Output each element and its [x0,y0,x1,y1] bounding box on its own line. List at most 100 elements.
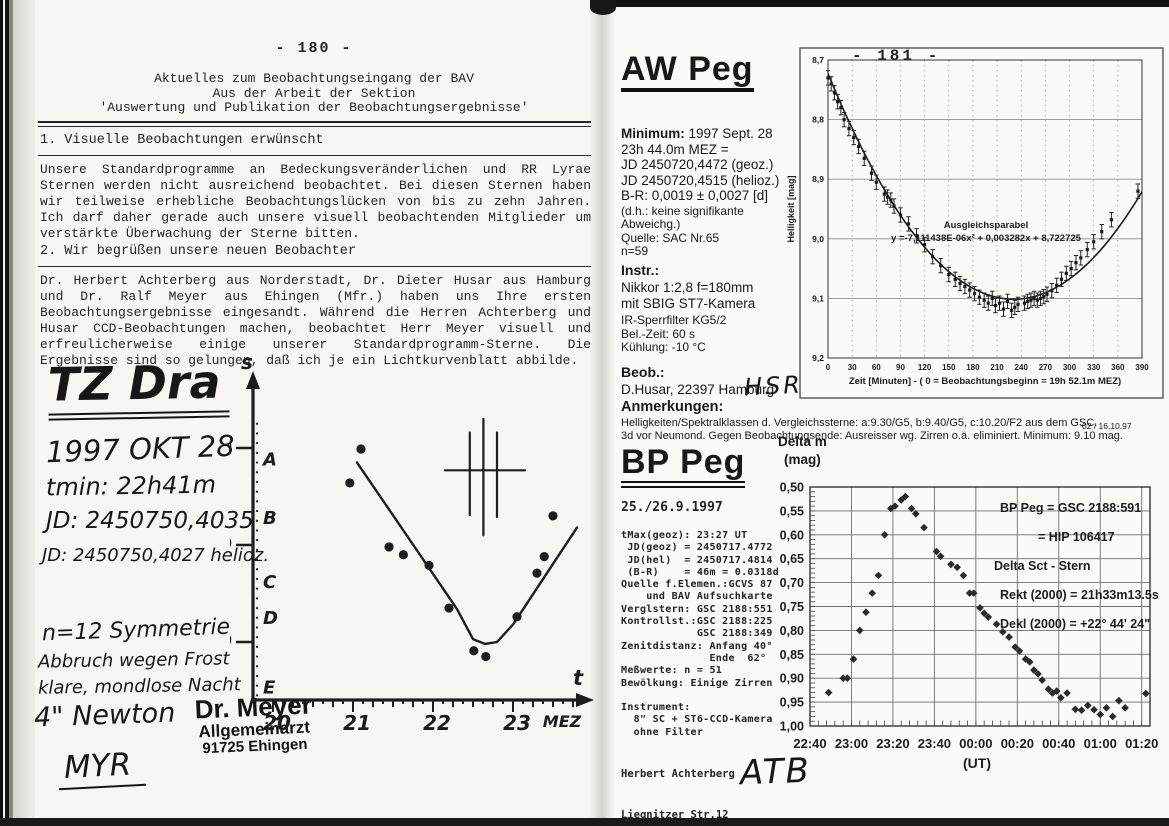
text-line: Quelle f.Elemen.:GCVS 87 [621,579,773,591]
svg-text:330: 330 [1087,363,1101,372]
text-line: B-R: 0,0019 ± 0,0027 [d] [621,188,769,203]
svg-text:21: 21 [343,711,371,735]
bp-ylabel-line1: Delta m [778,434,827,449]
text-line: Quelle: SAC Nr.65 [621,230,720,245]
svg-text:0,90: 0,90 [780,672,804,686]
svg-text:0,95: 0,95 [780,696,804,710]
aw-instr-small-lines: IR-Sperrfilter KG5/2 Bel.-Zeit: 60 s Kühlu… [621,313,726,354]
svg-text:A: A [261,450,277,471]
section2-body: Dr. Herbert Achterberg aus Norderstadt, … [40,273,591,368]
svg-text:10: 10 [230,534,232,556]
svg-text:9,2: 9,2 [812,353,824,363]
tz-dra-hand-drawn-lightcurve: s t MEZ 0 10 20 A B CD E 20 21 22 23 [230,355,594,735]
svg-text:120: 120 [918,363,932,372]
svg-text:270: 270 [1039,363,1053,372]
handwritten-jd-geoz: JD: 2450750,4035 [46,508,254,534]
section1-rule [38,155,591,156]
svg-text:0,80: 0,80 [780,624,804,638]
aw-beob-label: Beob.: [621,364,665,380]
text-line: (d.h.: keine signifikante [621,203,744,218]
footer-name: Herbert Achterberg [621,768,735,780]
text-line: IR-Sperrfilter KG5/2 [621,313,727,327]
svg-text:s: s [241,355,253,374]
svg-text:= HIP 106417: = HIP 106417 [1038,530,1115,544]
text-line: und BAV Aufsuchkarte [621,591,773,603]
bp-date: 25./26.9.1997 [621,500,723,515]
svg-text:240: 240 [1015,363,1029,372]
aw-instr-lines: Nikkor 1:2,8 f=180mm mit SBIG ST7-Kamera [621,280,755,311]
aw-anmerkungen-label: Anmerkungen: [621,399,724,415]
svg-text:20: 20 [230,631,232,653]
svg-text:180: 180 [966,363,980,372]
text-line: JD(hel) = 2450717.4814 [621,554,773,566]
text-line: Helligkeiten/Spektralklassen d. Vergleic… [621,417,1098,429]
svg-text:390: 390 [1135,363,1149,372]
scan-edge-shadow [13,0,35,826]
scan-bottom-band [0,818,1169,826]
text-line: tMax(geoz): 23:27 UT [621,530,748,541]
svg-text:30: 30 [848,363,857,372]
aw-beob-value: D.Husar, 22397 Hamburg [621,382,775,397]
aw-peg-title: AW Peg [621,52,754,92]
svg-text:0,85: 0,85 [780,648,804,662]
section1-body: Unsere Standardprogramme an Bedeckungsve… [40,162,591,241]
text-line: Aus der Arbeit der Sektion [212,85,416,101]
aw-chart-footnote: 02 / 16.10.97 [1082,421,1132,431]
svg-text:360: 360 [1111,363,1125,372]
aw-minimum-value: 1997 Sept. 28 [688,126,773,141]
bp-ylabel-line2: (mag) [784,452,821,467]
text-line: mit SBIG ST7-Kamera [621,295,756,311]
text-line: 'Auswertung und Publikation der Beobacht… [99,100,529,115]
svg-text:Helligkeit [mag]: Helligkeit [mag] [786,175,796,242]
handwritten-jd-helioz: JD: 2450750,4027 helioz. [42,545,270,566]
svg-text:90: 90 [896,363,905,372]
footer-observer-address: Herbert Achterberg Liegnitzer Str.12 228… [621,744,735,826]
svg-text:00:20: 00:20 [1001,736,1034,751]
text-line: Ende 62° [621,652,767,664]
text-line: 3d vor Neumond. Gegen Beobachtungsende: … [621,430,1123,442]
svg-text:Ausgleichsparabel: Ausgleichsparabel [944,220,1028,231]
handwritten-tmin: tmin: 22h41m [45,470,217,502]
scan-blemish [590,0,616,15]
handwritten-note-frost: Abbruch wegen Frost [37,648,230,673]
svg-text:0,75: 0,75 [780,600,804,614]
svg-text:01:20: 01:20 [1125,736,1158,751]
left-page-header: Aktuelles zum Beobachtungseingang der BA… [38,71,590,116]
handwritten-atb-initials: ATB [739,750,812,794]
svg-text:E: E [263,678,276,699]
svg-text:22:40: 22:40 [793,736,826,751]
svg-text:Rekt (2000) = 21h33m13.5s: Rekt (2000) = 21h33m13.5s [1000,588,1159,602]
svg-text:1,00: 1,00 [780,720,804,734]
text-line: Aktuelles zum Beobachtungseingang der BA… [154,71,474,86]
text-line: Bewölkung: Einige Zirren [621,677,773,689]
text-line: 8" SC + ST6-CCD-Kamera [621,714,773,726]
text-line: JD(geoz) = 2450717.4772 [621,542,773,554]
svg-text:t: t [573,666,584,690]
section1-title: 1. Visuelle Beobachtungen erwünscht [40,133,324,148]
text-line: JD 2450720,4515 (helioz.) [621,172,780,188]
right-page-number: - 181 - [852,47,941,65]
svg-text:0,70: 0,70 [780,576,804,590]
text-line: Kontrollst.:GSC 2188:225 [621,616,773,628]
svg-text:150: 150 [942,363,956,372]
svg-text:Dekl (2000) = +22° 44' 24": Dekl (2000) = +22° 44' 24" [1000,617,1150,631]
svg-text:Zeit [Minuten] - ( 0 = Beoba: Zeit [Minuten] - ( 0 = Beobachtungsbegin… [849,376,1121,387]
text-line: Bel.-Zeit: 60 s [621,326,696,341]
svg-text:23:40: 23:40 [918,736,951,751]
svg-text:8,9: 8,9 [812,174,824,184]
bp-info-block: tMax(geoz): 23:27 UT JD(geoz) = 2450717.… [621,530,779,739]
svg-text:23: 23 [503,711,531,735]
text-line: JD 2450720,4472 (geoz.) [621,157,774,172]
aw-minimum-label: Minimum: [621,126,685,141]
text-line: GSC 2188:349 [621,628,773,640]
text-line: Zenitdistanz: Anfang 40° [621,640,773,652]
text-line: (B-R) = 46m = 0.0318d [621,566,780,578]
scan-top-band [593,0,1169,7]
svg-text:0: 0 [230,437,232,459]
text-line: ohne Filter [621,726,704,738]
svg-text:D: D [263,608,278,629]
svg-text:23:00: 23:00 [835,736,868,751]
aw-instr-label: Instr.: [621,262,660,278]
handwritten-telescope: 4" Newton [33,697,176,734]
